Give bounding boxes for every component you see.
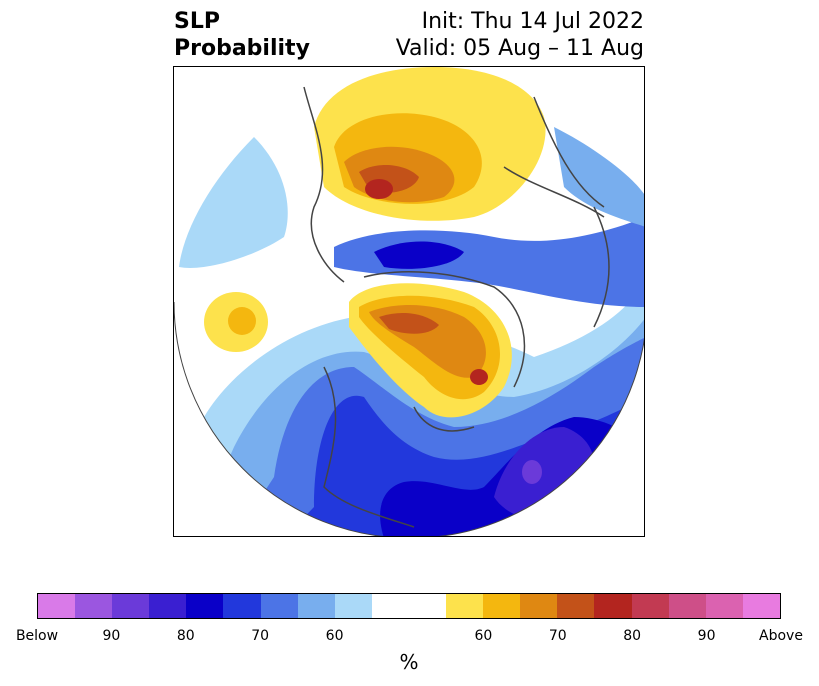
- above-region-central-90: [379, 313, 439, 334]
- colorbar-segment: [520, 594, 558, 618]
- colorbar: [37, 593, 781, 619]
- colorbar-segment: [483, 594, 521, 618]
- colorbar-segment: [149, 594, 187, 618]
- forecast-dates: Init: Thu 14 Jul 2022 Valid: 05 Aug – 11…: [396, 8, 644, 62]
- colorbar-tick-label: 70: [548, 628, 567, 644]
- colorbar-segment: [371, 594, 409, 618]
- colorbar-segment: [186, 594, 224, 618]
- colorbar-tick-label: Below: [15, 628, 59, 644]
- colorbar-tick-label: Above: [759, 628, 803, 644]
- below-core-atlantic-inner: [522, 460, 542, 484]
- colorbar-segment: [668, 594, 706, 618]
- globe-outline: [174, 301, 644, 536]
- colorbar-unit: %: [399, 650, 419, 674]
- colorbar-tick-label: 80: [176, 628, 195, 644]
- colorbar-segment: [38, 594, 76, 618]
- colorbar-tick-label: 90: [697, 628, 716, 644]
- colorbar-segment: [75, 594, 113, 618]
- valid-range: Valid: 05 Aug – 11 Aug: [395, 36, 644, 61]
- colorbar-tick-label: 80: [623, 628, 642, 644]
- colorbar-segment: [297, 594, 335, 618]
- colorbar-segment: [557, 594, 595, 618]
- above-core-central: [470, 369, 488, 385]
- probability-map: [173, 66, 645, 537]
- init-date: Init: Thu 14 Jul 2022: [421, 9, 644, 34]
- colorbar-tick-label: 70: [251, 628, 270, 644]
- below-core-central: [374, 241, 464, 269]
- below-band-central: [334, 217, 644, 307]
- colorbar-tick-label: 60: [474, 628, 493, 644]
- above-core-north: [365, 179, 393, 199]
- title-type: Probability: [174, 36, 310, 61]
- colorbar-segment: [594, 594, 632, 618]
- colorbar-segment: [742, 594, 780, 618]
- below-light-west: [179, 137, 288, 268]
- colorbar-tick-label: 90: [102, 628, 121, 644]
- map-title: SLP Probability: [174, 8, 310, 62]
- title-variable: SLP: [174, 9, 220, 34]
- colorbar-segment: [223, 594, 261, 618]
- colorbar-segment: [260, 594, 298, 618]
- colorbar-tick-label: 60: [325, 628, 344, 644]
- colorbar-segment: [631, 594, 669, 618]
- below-east-edge: [554, 127, 644, 227]
- colorbar-segment: [334, 594, 372, 618]
- above-region-west-70: [228, 307, 256, 335]
- colorbar-segment: [112, 594, 150, 618]
- colorbar-segment: [705, 594, 743, 618]
- colorbar-segment: [446, 594, 484, 618]
- colorbar-segment: [408, 594, 447, 618]
- coastlines: [303, 86, 610, 528]
- map-canvas: [174, 67, 644, 536]
